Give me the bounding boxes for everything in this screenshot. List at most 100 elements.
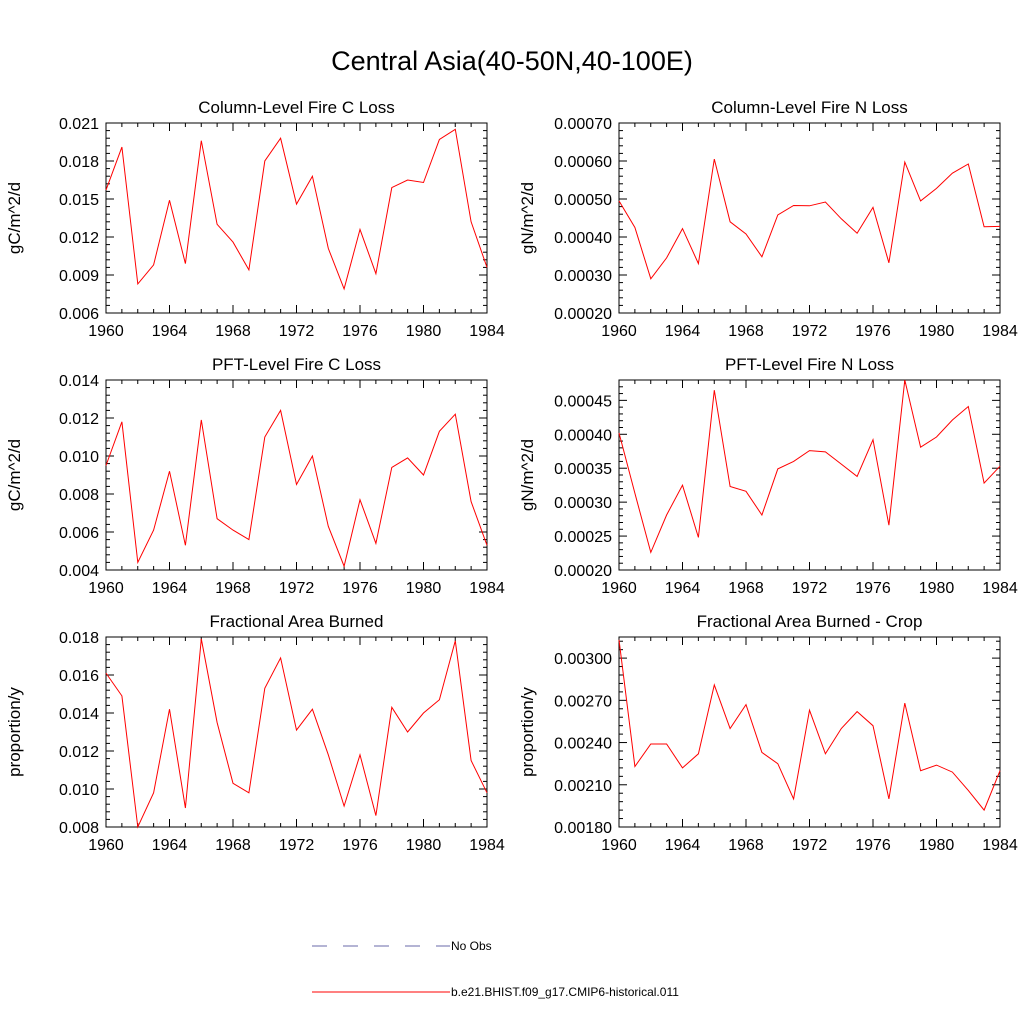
y-tick-label: 0.021 xyxy=(59,116,99,133)
x-tick-label: 1980 xyxy=(919,837,955,854)
x-tick-label: 1964 xyxy=(152,323,188,340)
x-tick-label: 1980 xyxy=(406,580,442,597)
y-tick-label: 0.00070 xyxy=(554,116,612,133)
y-tick-label: 0.014 xyxy=(59,373,99,390)
legend: No Obs b.e21.BHIST.f09_g17.CMIP6-historic… xyxy=(312,939,679,999)
x-tick-label: 1960 xyxy=(88,837,124,854)
y-tick-label: 0.018 xyxy=(59,630,99,647)
y-tick-label: 0.00240 xyxy=(554,736,612,753)
x-tick-label: 1976 xyxy=(342,323,378,340)
plot-frame xyxy=(618,379,1001,571)
panel-title: Column-Level Fire N Loss xyxy=(711,98,908,117)
y-tick-label: 0.00270 xyxy=(554,693,612,710)
panel-title: PFT-Level Fire C Loss xyxy=(212,355,381,374)
x-tick-label: 1968 xyxy=(728,837,764,854)
y-axis-label: gN/m^2/d xyxy=(518,182,537,254)
x-tick-label: 1968 xyxy=(215,323,251,340)
x-tick-label: 1976 xyxy=(342,837,378,854)
y-tick-label: 0.00030 xyxy=(554,268,612,285)
x-tick-label: 1980 xyxy=(919,580,955,597)
y-tick-label: 0.006 xyxy=(59,525,99,542)
x-tick-label: 1976 xyxy=(855,580,891,597)
y-tick-label: 0.00020 xyxy=(554,563,612,580)
x-tick-label: 1964 xyxy=(152,580,188,597)
y-tick-label: 0.00025 xyxy=(554,529,612,546)
y-tick-label: 0.008 xyxy=(59,820,99,837)
plot-frame xyxy=(105,379,488,571)
x-tick-label: 1972 xyxy=(792,323,828,340)
chart-panel-1: Column-Level Fire C Loss gC/m^2/d 1960 1964… xyxy=(5,98,505,340)
y-tick-label: 0.006 xyxy=(59,306,99,323)
x-tick-label: 1980 xyxy=(406,323,442,340)
series-line-1 xyxy=(618,639,1001,812)
x-tick-label: 1960 xyxy=(88,580,124,597)
x-tick-label: 1976 xyxy=(855,323,891,340)
chart-panel-4: PFT-Level Fire N Loss gN/m^2/d 1960 1964 196… xyxy=(518,355,1018,597)
x-tick-label: 1984 xyxy=(469,580,505,597)
series-line-1 xyxy=(105,409,488,568)
y-tick-label: 0.012 xyxy=(59,230,99,247)
y-tick-label: 0.015 xyxy=(59,192,99,209)
y-tick-label: 0.00045 xyxy=(554,393,612,410)
x-tick-label: 1976 xyxy=(342,580,378,597)
y-tick-label: 0.010 xyxy=(59,782,99,799)
series-line-1 xyxy=(618,158,1001,280)
y-tick-label: 0.009 xyxy=(59,268,99,285)
x-tick-label: 1984 xyxy=(469,323,505,340)
y-tick-label: 0.016 xyxy=(59,668,99,685)
chart-panel-5: Fractional Area Burned proportion/y 1960 19… xyxy=(5,612,505,854)
panel-title: Fractional Area Burned xyxy=(210,612,384,631)
figure-title: Central Asia(40-50N,40-100E) xyxy=(331,46,693,76)
x-tick-label: 1972 xyxy=(279,837,315,854)
series-line-1 xyxy=(618,379,1001,554)
x-tick-label: 1968 xyxy=(728,580,764,597)
y-tick-label: 0.004 xyxy=(59,563,99,580)
x-tick-label: 1968 xyxy=(215,580,251,597)
plot-frame xyxy=(618,636,1001,828)
x-tick-label: 1984 xyxy=(469,837,505,854)
y-axis-label: proportion/y xyxy=(5,687,24,777)
legend-label: No Obs xyxy=(451,939,492,953)
x-tick-label: 1984 xyxy=(982,837,1018,854)
chart-panel-6: Fractional Area Burned - Crop proportion/… xyxy=(518,612,1018,854)
x-tick-label: 1960 xyxy=(601,580,637,597)
series-line-1 xyxy=(105,128,488,291)
x-tick-label: 1972 xyxy=(279,323,315,340)
y-tick-label: 0.012 xyxy=(59,744,99,761)
x-tick-label: 1968 xyxy=(215,837,251,854)
plot-frame xyxy=(105,122,488,314)
x-tick-label: 1980 xyxy=(406,837,442,854)
x-tick-label: 1960 xyxy=(88,323,124,340)
panel-title: PFT-Level Fire N Loss xyxy=(725,355,894,374)
y-tick-label: 0.00040 xyxy=(554,427,612,444)
y-tick-label: 0.00035 xyxy=(554,461,612,478)
panel-title: Column-Level Fire C Loss xyxy=(198,98,395,117)
chart-panel-3: PFT-Level Fire C Loss gC/m^2/d 1960 1964 196… xyxy=(5,355,505,597)
y-tick-label: 0.00210 xyxy=(554,778,612,795)
chart-panel-2: Column-Level Fire N Loss gN/m^2/d 1960 1964… xyxy=(518,98,1018,340)
y-axis-label: gC/m^2/d xyxy=(5,439,24,511)
x-tick-label: 1972 xyxy=(792,580,828,597)
y-tick-label: 0.00060 xyxy=(554,154,612,171)
x-tick-label: 1972 xyxy=(792,837,828,854)
y-axis-label: gC/m^2/d xyxy=(5,182,24,254)
y-tick-label: 0.014 xyxy=(59,706,99,723)
plot-frame xyxy=(618,122,1001,314)
y-tick-label: 0.00300 xyxy=(554,651,612,668)
x-tick-label: 1960 xyxy=(601,323,637,340)
y-tick-label: 0.00020 xyxy=(554,306,612,323)
x-tick-label: 1984 xyxy=(982,323,1018,340)
x-tick-label: 1980 xyxy=(919,323,955,340)
y-tick-label: 0.012 xyxy=(59,411,99,428)
x-tick-label: 1964 xyxy=(152,837,188,854)
x-tick-label: 1964 xyxy=(665,580,701,597)
y-axis-label: gN/m^2/d xyxy=(518,439,537,511)
y-tick-label: 0.008 xyxy=(59,487,99,504)
plot-frame xyxy=(105,636,488,828)
y-axis-label: proportion/y xyxy=(518,687,537,777)
panel-title: Fractional Area Burned - Crop xyxy=(697,612,923,631)
y-tick-label: 0.00040 xyxy=(554,230,612,247)
legend-label: b.e21.BHIST.f09_g17.CMIP6-historical.011 xyxy=(451,985,679,999)
